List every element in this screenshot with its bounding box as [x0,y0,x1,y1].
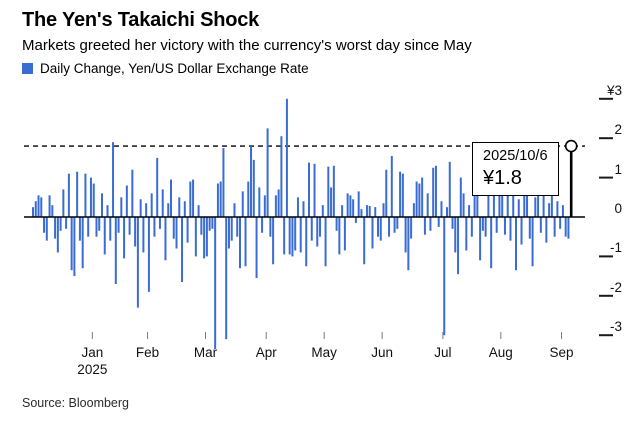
y-tick-label-2: 2 [614,122,622,138]
page-title: The Yen's Takaichi Shock [22,9,260,31]
y-tick-label-neg2: -2 [609,279,622,295]
annotation-date: 2025/10/6 [483,148,548,164]
legend-label: Daily Change, Yen/US Dollar Exchange Rat… [40,61,309,76]
x-tick-label-sep: Sep [549,345,574,360]
x-tick-label-mar: Mar [193,345,218,360]
source-label: Source: Bloomberg [22,396,130,410]
x-tick-label-jun: Jun [371,345,394,360]
x-axis-year-label: 2025 [77,362,108,377]
legend: Daily Change, Yen/US Dollar Exchange Rat… [22,61,309,76]
chart-subtitle: Markets greeted her victory with the cur… [22,37,472,54]
y-tick-label-3: ¥3 [606,82,622,98]
annotation-value: ¥1.8 [483,166,522,189]
x-tick-label-aug: Aug [488,345,513,360]
x-tick-label-apr: Apr [255,345,277,360]
x-tick-label-jan: Jan [81,345,104,360]
legend-swatch-icon [22,63,33,74]
x-tick-label-feb: Feb [135,345,160,360]
y-tick-label-neg1: -1 [609,240,622,256]
annotation-callout: 2025/10/6 ¥1.8 [472,142,559,196]
x-tick-label-jul: Jul [434,345,452,360]
y-tick-label-1: 1 [614,161,622,177]
x-tick-label-may: May [311,345,337,360]
y-tick-label-0: 0 [614,201,622,216]
y-tick-label-neg3: -3 [609,319,622,335]
